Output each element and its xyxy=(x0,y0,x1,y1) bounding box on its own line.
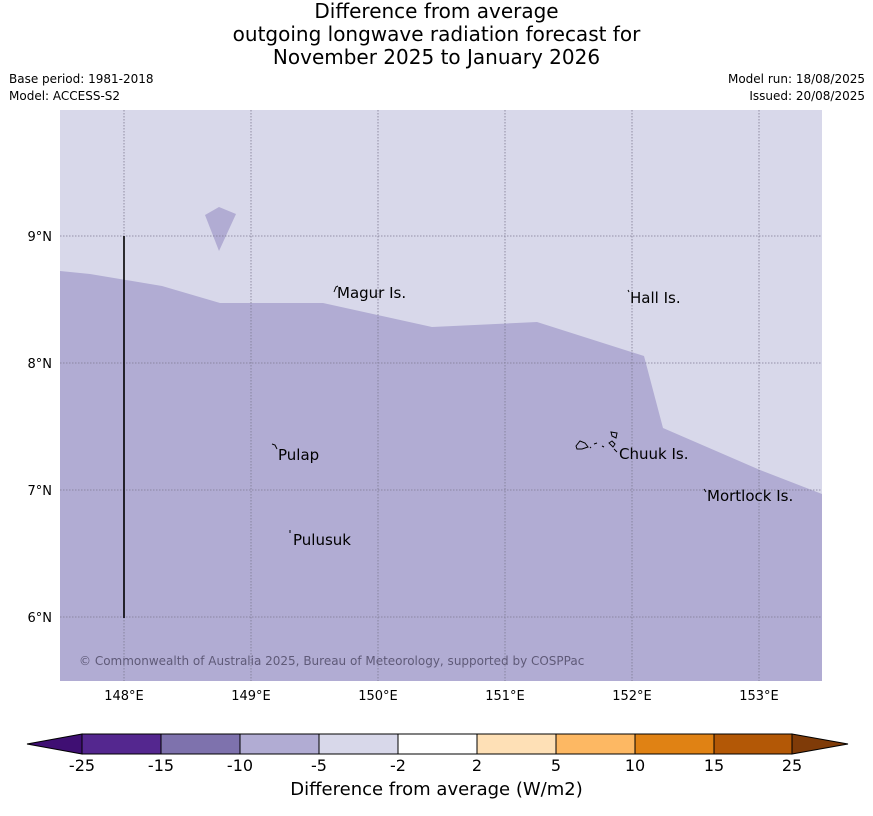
colorbar-tick-labels: -25 -15 -10 -5 -2 2 5 10 15 25 xyxy=(69,756,802,775)
copyright-text: © Commonwealth of Australia 2025, Bureau… xyxy=(79,654,584,668)
anomaly-patch-small xyxy=(205,207,236,251)
island-mortlock xyxy=(703,488,707,493)
colorbar-title: Difference from average (W/m2) xyxy=(290,779,583,800)
lat-tick-7: 7°N xyxy=(28,484,53,499)
island-hall xyxy=(627,289,630,293)
lon-tick-labels: 148°E 149°E 150°E 151°E 152°E 153°E xyxy=(104,689,779,704)
title-line-2: outgoing longwave radiation forecast for xyxy=(232,22,641,46)
title-line-1: Difference from average xyxy=(314,0,559,23)
title-line-3: November 2025 to January 2026 xyxy=(272,45,601,69)
colorbar-tick-8: 15 xyxy=(704,756,724,775)
colorbar-extend-low xyxy=(26,733,83,755)
place-label-mortlock: Mortlock Is. xyxy=(707,487,793,505)
meta-right: Model run: 18/08/2025 Issued: 20/08/2025 xyxy=(728,71,865,105)
colorbar-bin-4 xyxy=(318,733,399,755)
place-label-pulusuk: Pulusuk xyxy=(293,531,351,549)
model-run-text: Model run: 18/08/2025 xyxy=(727,72,865,86)
lat-tick-9: 9°N xyxy=(28,230,53,245)
place-label-pulap: Pulap xyxy=(278,446,319,464)
colorbar-bin-1 xyxy=(81,733,162,755)
place-label-magur: Magur Is. xyxy=(337,284,406,302)
place-label-chuuk: Chuuk Is. xyxy=(619,445,688,463)
lon-tick-153: 153°E xyxy=(739,689,779,704)
colorbar-bin-3 xyxy=(239,733,320,755)
anomaly-region-medium xyxy=(60,271,822,681)
lon-tick-150: 150°E xyxy=(358,689,398,704)
colorbar-tick-1: -15 xyxy=(148,756,174,775)
colorbar-tick-3: -5 xyxy=(311,756,327,775)
lat-tick-6: 6°N xyxy=(28,611,53,626)
colorbar-bin-8 xyxy=(634,733,715,755)
lat-tick-labels: 9°N 8°N 7°N 6°N xyxy=(28,230,53,626)
island-outlines xyxy=(271,285,707,533)
colorbar-tick-0: -25 xyxy=(69,756,95,775)
colorbar-tick-2: -10 xyxy=(227,756,253,775)
colorbar: -25 -15 -10 -5 -2 2 5 10 15 25 xyxy=(26,733,849,775)
colorbar-bin-5 xyxy=(397,733,478,755)
island-magur xyxy=(333,285,339,293)
chart-title: Difference from average outgoing longwav… xyxy=(0,0,873,69)
colorbar-tick-7: 10 xyxy=(625,756,645,775)
island-pulap xyxy=(271,443,278,450)
issued-text: Issued: 20/08/2025 xyxy=(749,89,865,103)
colorbar-tick-6: 5 xyxy=(551,756,561,775)
colorbar-tick-9: 25 xyxy=(782,756,802,775)
lon-tick-149: 149°E xyxy=(231,689,271,704)
colorbar-extend-high xyxy=(791,733,849,755)
colorbar-bin-7 xyxy=(555,733,636,755)
colorbar-bin-2 xyxy=(160,733,241,755)
base-period-text: Base period: 1981-2018 xyxy=(9,72,154,86)
meta-left: Base period: 1981-2018 Model: ACCESS-S2 xyxy=(9,71,154,105)
lon-tick-152: 152°E xyxy=(612,689,652,704)
colorbar-tick-4: -2 xyxy=(390,756,406,775)
colorbar-bin-6 xyxy=(476,733,557,755)
colorbar-bin-9 xyxy=(713,733,793,755)
lat-tick-8: 8°N xyxy=(28,357,53,372)
lon-tick-151: 151°E xyxy=(485,689,525,704)
lon-tick-148: 148°E xyxy=(104,689,144,704)
island-chuuk-lagoon xyxy=(575,431,618,453)
place-label-hall: Hall Is. xyxy=(630,289,681,307)
colorbar-tick-5: 2 xyxy=(472,756,482,775)
map-area: Magur Is. Hall Is. Pulap Chuuk Is. Mortl… xyxy=(60,110,822,681)
model-text: Model: ACCESS-S2 xyxy=(9,89,121,103)
place-labels: Magur Is. Hall Is. Pulap Chuuk Is. Mortl… xyxy=(278,284,793,549)
